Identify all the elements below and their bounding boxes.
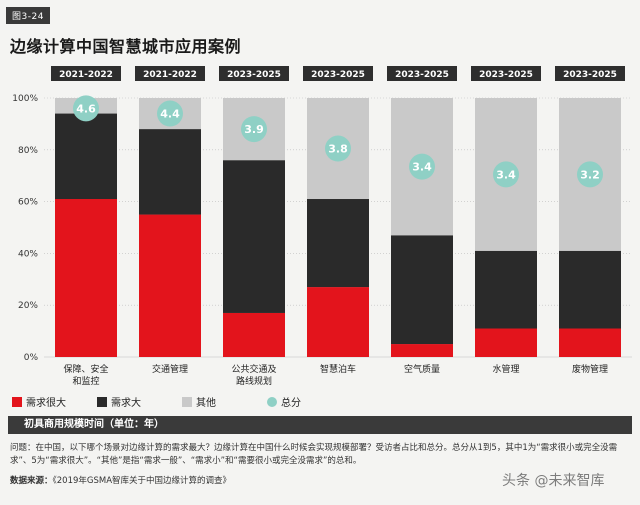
source-label: 数据来源： — [10, 476, 53, 486]
legend-swatch — [267, 397, 277, 407]
bar-segment — [307, 287, 369, 357]
legend-label: 其他 — [196, 396, 216, 409]
year-header — [303, 66, 373, 81]
score-badge — [577, 161, 603, 188]
year-header — [387, 66, 457, 81]
bar-segment — [391, 344, 453, 357]
year-header — [51, 66, 121, 81]
bar-segment — [391, 235, 453, 345]
category-label: 空气质量 — [404, 363, 440, 375]
y-tick-label: 100% — [12, 94, 38, 104]
category-label: 交通管理 — [152, 363, 188, 375]
y-tick-label: 60% — [18, 198, 38, 208]
score-badge — [325, 135, 351, 162]
legend-swatch — [97, 397, 107, 407]
category-label: 公共交通及 — [231, 363, 276, 375]
bar-segment — [559, 250, 621, 329]
figure-label: 图3-24 — [6, 7, 50, 24]
year-label: 2023-2025 — [311, 70, 365, 80]
legend-label: 总分 — [281, 396, 301, 409]
score-label: 3.2 — [580, 168, 600, 181]
bar-segment — [307, 199, 369, 288]
y-tick-label: 80% — [18, 146, 38, 156]
watermark: 头条 @未来智库 — [502, 473, 605, 489]
year-label: 2021-2022 — [59, 70, 113, 80]
legend-swatch — [182, 397, 192, 407]
bar-segment — [475, 328, 537, 357]
score-badge — [241, 116, 267, 143]
score-label: 3.8 — [328, 143, 348, 156]
bar-segment — [55, 113, 117, 200]
year-header — [471, 66, 541, 81]
question-note: 问题：在中国，以下哪个场景对边缘计算的需求最大？边缘计算在中国什么时候会实现规模… — [10, 443, 618, 466]
bar-segment — [223, 312, 285, 357]
year-label: 2021-2022 — [143, 70, 197, 80]
y-tick-label: 40% — [18, 249, 38, 259]
score-badge — [409, 153, 435, 180]
bar-segment — [139, 214, 201, 357]
score-badge — [157, 100, 183, 127]
bar-segment — [559, 328, 621, 357]
score-label: 4.4 — [160, 108, 180, 121]
y-tick-label: 20% — [18, 301, 38, 311]
category-label: 保障、安全 — [63, 363, 108, 375]
legend-label: 需求很大 — [26, 396, 66, 409]
score-badge — [493, 161, 519, 188]
source-text: 《2019年GSMA智库关于中国边缘计算的调查》 — [52, 476, 232, 486]
score-badge — [73, 95, 99, 122]
year-label: 2023-2025 — [227, 70, 281, 80]
year-header — [555, 66, 625, 81]
score-label: 3.9 — [244, 123, 264, 136]
year-header — [219, 66, 289, 81]
category-label: 和监控 — [72, 375, 99, 387]
year-label: 2023-2025 — [563, 70, 617, 80]
category-label: 废物管理 — [572, 363, 608, 375]
bar-segment — [223, 160, 285, 313]
year-label: 2023-2025 — [395, 70, 449, 80]
year-header — [135, 66, 205, 81]
y-tick-label: 0% — [24, 353, 39, 363]
score-label: 4.6 — [76, 102, 96, 115]
category-label: 智慧泊车 — [320, 363, 356, 375]
bar-segment — [475, 250, 537, 329]
chart-title: 边缘计算中国智慧城市应用案例 — [10, 37, 242, 56]
category-label: 水管理 — [492, 363, 519, 375]
category-label: 路线规划 — [236, 375, 272, 387]
data-source: 数据来源：《2019年GSMA智库关于中国边缘计算的调查》 — [10, 474, 231, 486]
caption-bar: 初具商用规模时间（单位：年） — [8, 416, 632, 434]
legend-label: 需求大 — [111, 396, 141, 409]
legend-swatch — [12, 397, 22, 407]
year-label: 2023-2025 — [479, 70, 533, 80]
score-label: 3.4 — [496, 168, 516, 181]
bar-segment — [139, 129, 201, 215]
bar-segment — [55, 199, 117, 357]
score-label: 3.4 — [412, 161, 432, 174]
